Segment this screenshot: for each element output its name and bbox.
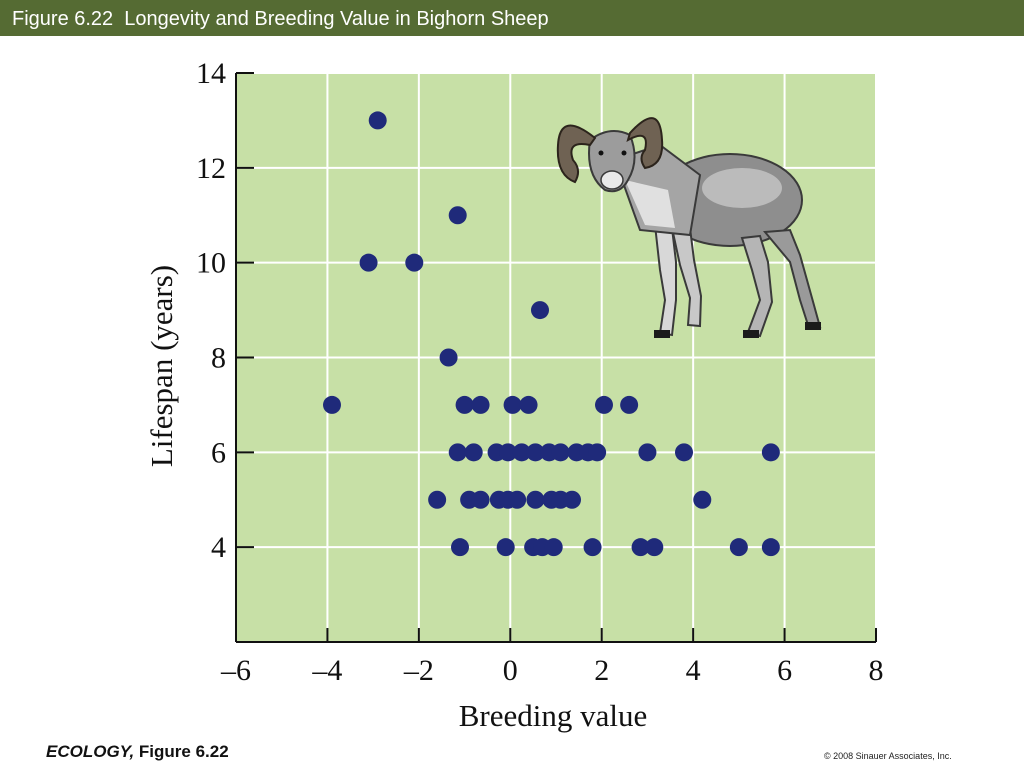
data-point <box>439 348 458 367</box>
y-tick-label: 8 <box>211 342 226 375</box>
data-point <box>526 443 545 462</box>
slide-title: Figure 6.22 Longevity and Breeding Value… <box>12 8 549 30</box>
x-tick-label: 0 <box>503 654 518 687</box>
x-tick-label: 6 <box>777 654 792 687</box>
data-point <box>645 538 664 557</box>
axes <box>235 72 877 643</box>
data-point <box>405 253 424 272</box>
data-point <box>531 301 549 320</box>
data-point <box>428 490 447 509</box>
copyright-notice: © 2008 Sinauer Associates, Inc. <box>824 751 952 761</box>
title-bar: Figure 6.22 Longevity and Breeding Value… <box>0 0 1024 36</box>
data-point <box>620 395 639 414</box>
y-tick-labels: 4 6 8 10 12 14 <box>196 57 226 564</box>
data-point <box>323 395 341 414</box>
data-point <box>471 395 490 414</box>
data-point <box>359 253 378 272</box>
data-point <box>451 538 469 557</box>
data-point <box>508 490 527 509</box>
y-tick-label: 14 <box>196 57 226 90</box>
footer-source: ECOLOGY, <box>46 742 135 761</box>
x-tick-labels: –6 –4 –2 0 2 4 6 8 <box>220 654 884 687</box>
data-point <box>675 443 693 462</box>
x-tick-label: –2 <box>403 654 434 687</box>
x-tick-label: –6 <box>220 654 251 687</box>
bighorn-sheep-illustration <box>556 117 822 338</box>
data-point <box>526 490 545 509</box>
data-point <box>588 443 607 462</box>
data-point <box>761 443 780 462</box>
data-point <box>595 395 613 414</box>
data-point <box>544 538 563 557</box>
x-tick-label: –4 <box>311 654 342 687</box>
x-tick-label: 8 <box>869 654 884 687</box>
y-axis-label: Lifespan (years) <box>144 265 179 467</box>
data-point <box>638 443 657 462</box>
x-tick-label: 2 <box>594 654 609 687</box>
data-point <box>761 538 780 557</box>
y-tick-label: 12 <box>196 152 226 185</box>
scatter-chart: –6 –4 –2 0 2 4 6 8 4 6 8 10 12 14 Breeding value Lif… <box>144 57 884 733</box>
data-point <box>499 443 517 462</box>
data-point <box>563 490 581 509</box>
data-point <box>448 206 467 225</box>
data-point <box>471 490 490 509</box>
data-point <box>464 443 483 462</box>
data-point <box>496 538 515 557</box>
footer-figure: Figure 6.22 <box>138 742 229 761</box>
x-tick-label: 4 <box>686 654 701 687</box>
footer-credit: ECOLOGY, Figure 6.22 <box>46 742 229 762</box>
y-tick-label: 10 <box>196 247 226 280</box>
data-point <box>512 443 531 462</box>
data-point <box>693 490 712 509</box>
y-tick-label: 6 <box>211 436 226 469</box>
data-point <box>729 538 748 557</box>
data-points <box>323 111 780 557</box>
data-point <box>455 395 474 414</box>
grid-lines <box>236 72 877 642</box>
data-point <box>503 395 522 414</box>
y-tick-label: 4 <box>211 531 226 564</box>
x-axis-label: Breeding value <box>459 698 648 733</box>
data-point <box>551 443 570 462</box>
data-point <box>448 443 467 462</box>
data-point <box>368 111 387 130</box>
data-point <box>631 538 650 557</box>
data-point <box>583 538 602 557</box>
data-point <box>519 395 538 414</box>
